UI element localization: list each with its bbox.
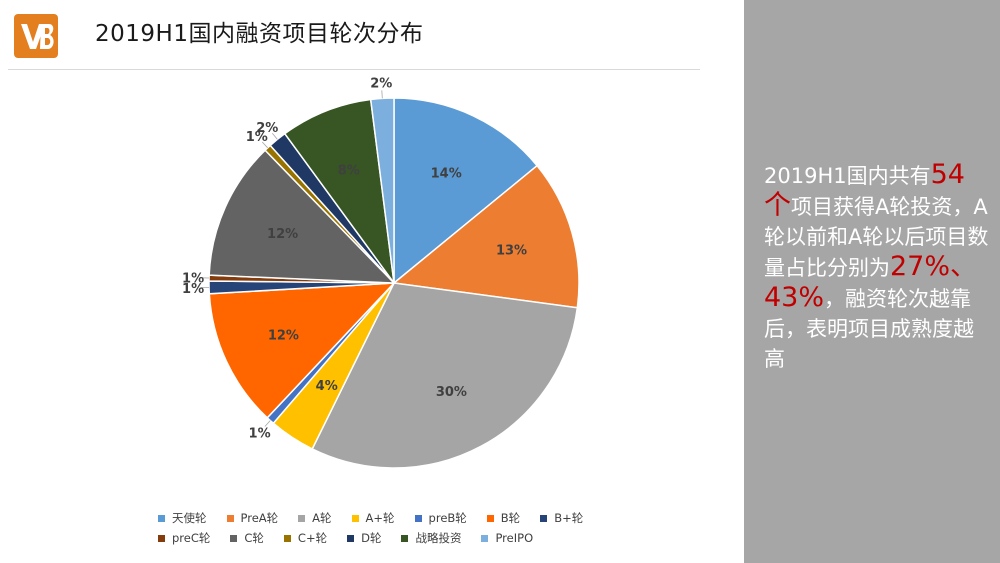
legend-swatch [230, 534, 238, 542]
legend-swatch [401, 534, 409, 542]
legend-item: preC轮 [158, 530, 210, 546]
legend-label: PreA轮 [240, 511, 279, 525]
summary-highlight-unit: 个 [764, 190, 791, 221]
pie-label-12: 2% [370, 76, 392, 91]
pie-label-4: 1% [249, 426, 271, 441]
legend-row: preC轮 C轮 C+轮 D轮 战略投资 PreIPO [158, 528, 628, 548]
summary-part-1: 2019H1国内共有 [764, 164, 931, 188]
title-divider [8, 69, 700, 70]
pie-label-1: 13% [496, 244, 527, 259]
legend-swatch [540, 514, 548, 522]
legend-item: C轮 [230, 530, 264, 546]
legend-swatch [347, 534, 355, 542]
pie-label-11: 8% [338, 164, 360, 179]
legend-swatch [158, 534, 165, 542]
legend-item: C+轮 [283, 530, 328, 546]
pie-label-0: 14% [431, 167, 462, 182]
legend-label: A轮 [312, 511, 332, 525]
summary-highlight-percent: 27%、43% [764, 251, 978, 313]
pie-label-8: 12% [267, 227, 298, 242]
legend-item: B+轮 [540, 510, 583, 526]
legend-label: A+轮 [365, 511, 395, 525]
legend-swatch [283, 534, 291, 542]
legend-item: 天使轮 [158, 510, 207, 526]
leader-line-12 [381, 90, 383, 99]
legend-label: preB轮 [428, 511, 467, 525]
legend-row: 天使轮 PreA轮 A轮 A+轮 preB轮 B轮 B+轮 [158, 508, 628, 528]
summary-text: 2019H1国内共有54 个项目获得A轮投资，A轮以前和A轮以后项目数量占比分别为… [764, 160, 992, 374]
legend-label: 战略投资 [415, 531, 462, 545]
legend-swatch [298, 514, 306, 522]
legend-item: A轮 [298, 510, 332, 526]
side-panel: 2019H1国内共有54 个项目获得A轮投资，A轮以前和A轮以后项目数量占比分别为… [744, 0, 1000, 563]
pie-label-6: 1% [182, 282, 204, 297]
leader-line-10 [271, 132, 278, 140]
legend-swatch [226, 514, 234, 522]
pie-chart: 14%13%30%4%1%12%1%1%12%1%2%8%2% [182, 76, 580, 469]
legend-swatch [486, 514, 494, 522]
legend-label: preC轮 [172, 531, 211, 545]
pie-slice-2 [311, 282, 579, 469]
legend-label: D轮 [361, 531, 382, 545]
pie-label-2: 30% [436, 385, 467, 400]
pie-slice-8 [208, 149, 396, 284]
page-title: 2019H1国内融资项目轮次分布 [95, 21, 424, 47]
legend-label: PreIPO [495, 531, 534, 545]
pie-label-5: 12% [268, 329, 299, 344]
legend-swatch [158, 514, 165, 522]
legend-label: 天使轮 [172, 511, 207, 525]
pie-label-7: 1% [182, 272, 204, 287]
pie-label-9: 1% [246, 130, 268, 145]
legend-label: B+轮 [554, 511, 584, 525]
summary-highlight-count: 54 [930, 159, 965, 190]
pie-slice-5 [208, 282, 396, 419]
legend-swatch [481, 534, 489, 542]
legend-item: B轮 [486, 510, 521, 526]
legend-item: PreIPO [481, 531, 533, 545]
legend-item: D轮 [347, 530, 381, 546]
chart-legend: 天使轮 PreA轮 A轮 A+轮 preB轮 B轮 B+轮 preC轮 C轮 C+轮 D轮 战略投资 P… [158, 508, 628, 548]
legend-swatch [414, 514, 422, 522]
legend-item: preB轮 [414, 510, 467, 526]
legend-item: PreA轮 [226, 510, 279, 526]
legend-swatch [351, 514, 359, 522]
summary-part-3: ，融资轮次越靠后，表明项目成熟度越高 [764, 287, 974, 371]
legend-item: A+轮 [351, 510, 395, 526]
pie-slice-1 [392, 164, 580, 309]
pie-label-3: 4% [316, 379, 338, 394]
legend-label: C+轮 [297, 531, 328, 545]
pie-slice-11 [283, 98, 395, 284]
legend-item: 战略投资 [401, 530, 461, 546]
legend-label: C轮 [244, 531, 264, 545]
pie-label-10: 2% [256, 121, 278, 136]
leader-line-9 [261, 141, 268, 149]
summary-part-2: 项目获得A轮投资，A轮以前和A轮以后项目数量占比分别为 [764, 195, 989, 280]
company-logo [14, 14, 58, 58]
leader-line-4 [264, 420, 271, 427]
legend-label: B轮 [500, 511, 521, 525]
pie-slice-0 [393, 97, 539, 285]
